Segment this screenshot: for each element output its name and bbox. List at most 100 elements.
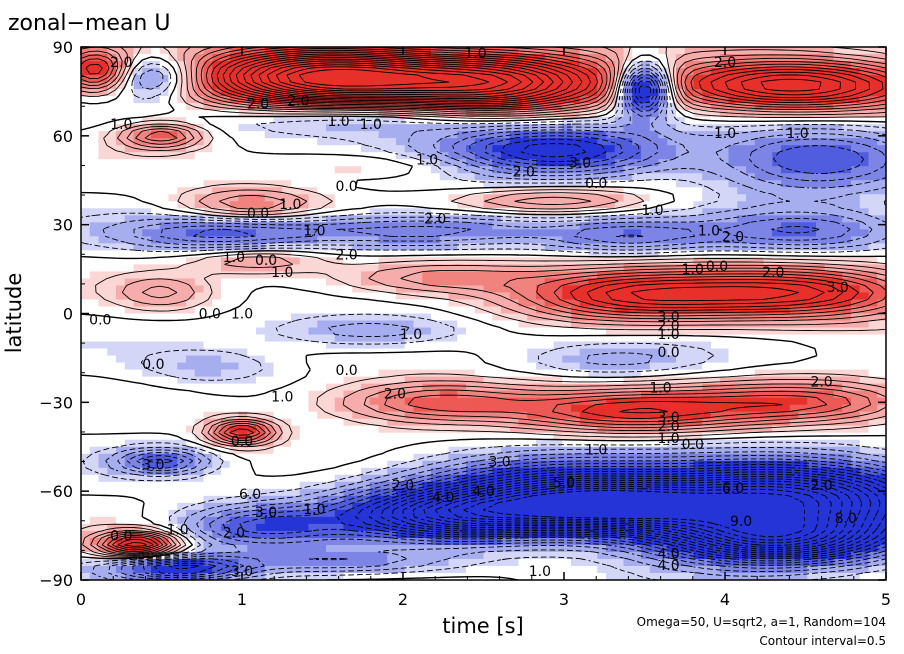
heatmap-cell xyxy=(509,173,520,181)
heatmap-cell xyxy=(466,152,476,160)
heatmap-cell xyxy=(177,369,187,378)
heatmap-cell xyxy=(194,68,205,76)
heatmap-cell xyxy=(509,292,520,301)
heatmap-cell xyxy=(579,243,590,251)
heatmap-cell xyxy=(229,103,240,111)
heatmap-cell xyxy=(186,397,196,406)
heatmap-cell xyxy=(746,173,756,181)
heatmap-cell xyxy=(501,383,511,392)
heatmap-cell xyxy=(781,285,791,294)
heatmap-cell xyxy=(746,82,756,90)
heatmap-cell xyxy=(658,411,668,420)
heatmap-cell xyxy=(483,152,493,160)
heatmap-cell xyxy=(483,348,493,357)
heatmap-cell xyxy=(247,292,257,301)
heatmap-cell xyxy=(518,131,528,139)
heatmap-cell xyxy=(728,341,738,350)
heatmap-cell xyxy=(667,173,677,181)
heatmap-cell xyxy=(842,68,852,76)
heatmap-cell xyxy=(641,117,651,125)
heatmap-cell xyxy=(326,355,336,364)
heatmap-cell xyxy=(431,103,441,111)
heatmap-cell xyxy=(833,229,843,237)
heatmap-cell xyxy=(98,166,108,174)
heatmap-cell xyxy=(466,334,476,343)
heatmap-cell xyxy=(746,341,756,350)
heatmap-cell xyxy=(264,47,275,55)
heatmap-cell xyxy=(842,103,852,111)
heatmap-cell xyxy=(168,271,178,280)
heatmap-cell xyxy=(396,327,406,336)
heatmap-cell xyxy=(483,362,493,371)
heatmap-cell xyxy=(562,124,572,132)
heatmap-cell xyxy=(816,313,826,322)
heatmap-cell xyxy=(98,208,108,216)
heatmap-cell xyxy=(606,180,616,188)
heatmap-cell xyxy=(273,418,283,427)
heatmap-cell xyxy=(632,257,642,265)
heatmap-cell xyxy=(501,236,511,244)
heatmap-cell xyxy=(203,285,213,294)
heatmap-cell xyxy=(781,306,791,315)
heatmap-cell xyxy=(632,75,642,83)
heatmap-cell xyxy=(326,173,336,181)
heatmap-cell xyxy=(124,110,135,118)
heatmap-cell xyxy=(728,278,738,287)
heatmap-cell xyxy=(571,222,581,230)
heatmap-cell xyxy=(772,110,782,118)
heatmap-cell xyxy=(352,362,362,371)
heatmap-cell xyxy=(728,334,738,343)
heatmap-cell xyxy=(124,222,135,230)
heatmap-cell xyxy=(606,376,616,385)
heatmap-cell xyxy=(868,82,878,90)
heatmap-cell xyxy=(369,320,380,329)
heatmap-cell xyxy=(247,369,257,378)
heatmap-cell xyxy=(142,390,152,399)
heatmap-cell xyxy=(116,61,126,69)
heatmap-cell xyxy=(667,257,677,265)
heatmap-cell xyxy=(317,257,327,265)
heatmap-cell xyxy=(702,201,712,209)
heatmap-cell xyxy=(772,250,782,258)
heatmap-cell xyxy=(571,313,581,322)
heatmap-cell xyxy=(641,145,651,153)
heatmap-cell xyxy=(247,411,257,420)
heatmap-cell xyxy=(641,124,651,132)
heatmap-cell xyxy=(229,236,240,244)
heatmap-cell xyxy=(308,411,318,420)
heatmap-cell xyxy=(719,362,730,371)
heatmap-cell xyxy=(772,334,782,343)
heatmap-cell xyxy=(816,131,826,139)
heatmap-cell xyxy=(168,82,178,90)
heatmap-cell xyxy=(326,292,336,301)
heatmap-cell xyxy=(282,390,292,399)
heatmap-cell xyxy=(317,411,327,420)
heatmap-cell xyxy=(606,68,616,76)
heatmap-cell xyxy=(859,145,870,153)
heatmap-cell xyxy=(308,271,318,280)
heatmap-cell xyxy=(238,348,248,357)
heatmap-cell xyxy=(177,159,187,167)
heatmap-cell xyxy=(877,376,886,385)
heatmap-cell xyxy=(658,138,668,146)
heatmap-cell xyxy=(229,250,240,258)
heatmap-cell xyxy=(387,376,397,385)
heatmap-cell xyxy=(667,68,677,76)
heatmap-cell xyxy=(343,250,353,258)
heatmap-cell xyxy=(728,201,738,209)
heatmap-cell xyxy=(124,397,135,406)
heatmap-cell xyxy=(431,110,441,118)
heatmap-cell xyxy=(606,390,616,399)
heatmap-cell xyxy=(851,271,861,280)
heatmap-cell xyxy=(142,411,152,420)
heatmap-cell xyxy=(466,138,476,146)
heatmap-cell xyxy=(851,61,861,69)
heatmap-cell xyxy=(308,201,318,209)
heatmap-cell xyxy=(431,229,441,237)
heatmap-cell xyxy=(404,299,415,308)
heatmap-cell xyxy=(89,194,100,202)
heatmap-cell xyxy=(299,355,310,364)
heatmap-cell xyxy=(658,236,668,244)
heatmap-cell xyxy=(719,327,730,336)
heatmap-cell xyxy=(186,355,196,364)
